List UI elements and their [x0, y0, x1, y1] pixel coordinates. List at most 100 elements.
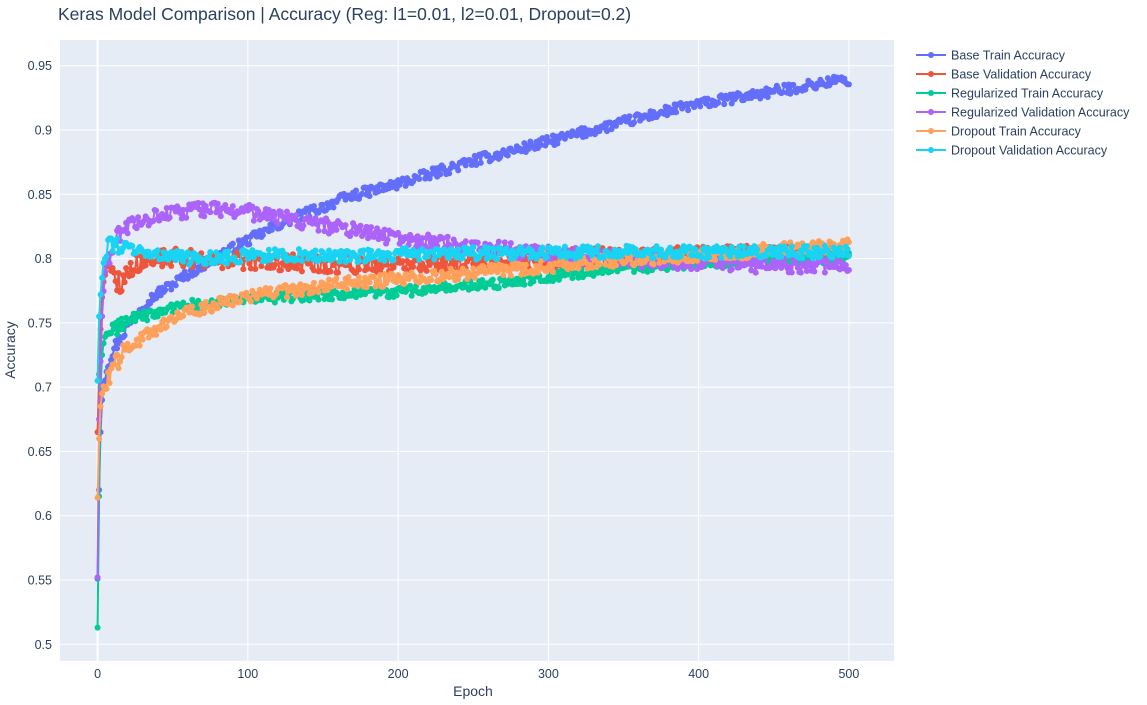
data-point	[763, 252, 770, 259]
data-point	[315, 227, 322, 234]
data-point	[195, 199, 202, 206]
data-point	[121, 279, 128, 286]
data-point	[321, 228, 328, 235]
data-point	[187, 259, 194, 266]
data-point	[180, 263, 187, 270]
data-point	[310, 203, 317, 210]
data-point	[214, 200, 221, 207]
data-point	[555, 261, 562, 268]
data-point	[381, 226, 388, 233]
data-point	[658, 246, 665, 253]
x-tick-label: 200	[388, 667, 409, 681]
y-tick-label: 0.5	[35, 638, 52, 652]
data-point	[180, 258, 187, 265]
data-point	[686, 243, 693, 250]
data-point	[229, 203, 236, 210]
data-point	[339, 254, 346, 261]
data-point	[328, 283, 335, 290]
data-point	[500, 272, 507, 279]
data-point	[356, 274, 363, 281]
data-point	[222, 202, 229, 209]
data-point	[416, 256, 423, 263]
data-point	[495, 284, 502, 291]
data-point	[425, 253, 432, 260]
data-point	[431, 256, 438, 263]
data-point	[183, 214, 190, 221]
data-point	[325, 247, 332, 254]
data-point	[196, 206, 203, 213]
data-point	[255, 208, 262, 215]
legend-label: Base Train Accuracy	[951, 49, 1066, 63]
data-point	[120, 272, 127, 279]
data-point	[751, 261, 758, 268]
data-point	[319, 249, 326, 256]
data-point	[794, 241, 801, 248]
legend-item[interactable]: Base Validation Accuracy	[916, 68, 1092, 82]
data-point	[375, 277, 382, 284]
data-point	[721, 101, 728, 108]
data-point	[494, 256, 501, 263]
data-point	[432, 271, 439, 278]
data-point	[298, 268, 305, 275]
data-point	[283, 208, 290, 215]
data-point	[193, 269, 200, 276]
data-point	[488, 253, 495, 260]
data-point	[207, 209, 214, 216]
data-point	[111, 361, 118, 368]
data-point	[740, 243, 747, 250]
legend-item[interactable]: Dropout Train Accuracy	[916, 125, 1082, 139]
data-point	[845, 253, 852, 260]
data-point	[455, 246, 462, 253]
data-point	[97, 403, 104, 410]
data-point	[294, 256, 301, 263]
legend-marker	[928, 147, 934, 153]
x-axis-title: Epoch	[453, 683, 493, 699]
data-point	[692, 246, 699, 253]
data-point	[202, 298, 209, 305]
legend-item[interactable]: Dropout Validation Accuracy	[916, 144, 1108, 158]
data-point	[348, 228, 355, 235]
data-point	[112, 278, 119, 285]
data-point	[252, 265, 259, 272]
data-point	[300, 222, 307, 229]
data-point	[470, 265, 477, 272]
data-point	[223, 260, 230, 267]
data-point	[501, 239, 508, 246]
data-point	[316, 206, 323, 213]
data-point	[377, 272, 384, 279]
data-point	[380, 235, 387, 242]
data-point	[124, 230, 131, 237]
data-point	[96, 435, 103, 442]
data-point	[632, 246, 639, 253]
data-point	[145, 334, 152, 341]
data-point	[261, 290, 268, 297]
data-point	[554, 140, 561, 147]
data-point	[715, 99, 722, 106]
data-point	[156, 217, 163, 224]
data-point	[356, 266, 363, 273]
data-point	[366, 228, 373, 235]
legend-item[interactable]: Base Train Accuracy	[916, 49, 1066, 63]
data-point	[474, 239, 481, 246]
legend-item[interactable]: Regularized Validation Accuracy	[916, 106, 1130, 120]
data-point	[748, 267, 755, 274]
data-point	[99, 274, 106, 281]
data-point	[507, 240, 514, 247]
data-point	[706, 254, 713, 261]
legend-label: Dropout Validation Accuracy	[951, 144, 1108, 158]
data-point	[353, 187, 360, 194]
data-point	[437, 171, 444, 178]
legend-item[interactable]: Regularized Train Accuracy	[916, 87, 1104, 101]
data-point	[207, 249, 214, 256]
data-point	[462, 162, 469, 169]
data-point	[306, 297, 313, 304]
data-point	[677, 253, 684, 260]
data-point	[426, 262, 433, 269]
data-point	[268, 226, 275, 233]
data-point	[117, 358, 124, 365]
data-point	[96, 313, 103, 320]
data-point	[247, 298, 254, 305]
series-5	[94, 235, 852, 384]
plot-area	[60, 40, 894, 661]
data-point	[503, 245, 510, 252]
